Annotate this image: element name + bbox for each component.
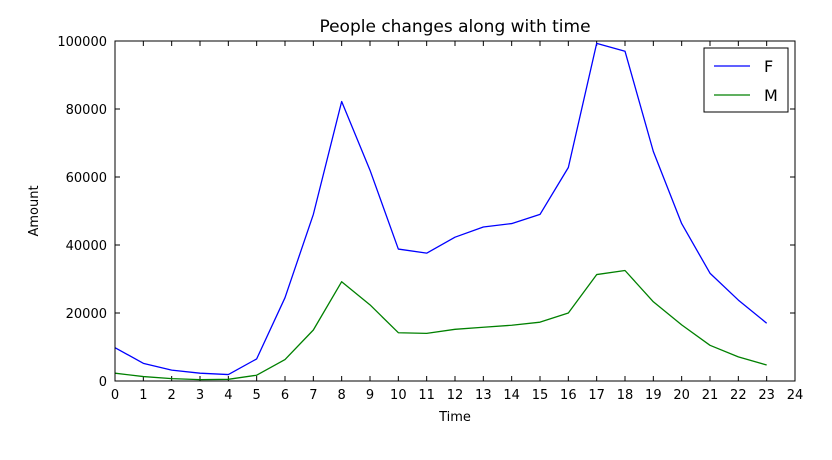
legend-box [703,47,789,113]
plot-area-frame [114,40,796,382]
x-tick-label: 7 [309,388,317,403]
x-tick-label: 19 [645,388,662,403]
series-line-M [114,269,767,381]
x-tick-label: 8 [338,388,346,403]
x-tick-label: 12 [447,388,464,403]
x-tick-label: 10 [390,388,407,403]
y-tick-label: 20000 [66,307,107,322]
x-axis-label: Time [438,410,471,425]
x-tick-label: 11 [418,388,435,403]
x-tick-label: 1 [139,388,147,403]
x-tick-label: 6 [281,388,289,403]
legend-label-F: F [764,57,773,76]
x-tick-label: 22 [730,388,747,403]
x-tick-label: 2 [168,388,176,403]
legend: FM [703,47,789,113]
y-tick-label: 100000 [57,35,107,50]
x-tick-label: 0 [111,388,119,403]
legend-label-M: M [764,86,778,105]
x-tick-label: 13 [475,388,492,403]
y-tick-label: 60000 [66,171,107,186]
x-tick-label: 14 [503,388,520,403]
x-tick-label: 24 [787,388,804,403]
x-tick-label: 3 [196,388,204,403]
chart-title: People changes along with time [319,17,590,37]
axis-ticks: 0 1 2 3 4 5 6 7 8 9 10 11 12 13 14 15 16 17 18 19 20 21 22 23 24… [57,35,803,403]
y-tick-label: 40000 [66,239,107,254]
series-lines [114,42,768,381]
y-tick-label: 0 [99,375,107,390]
y-tick-label: 80000 [66,103,107,118]
series-line-F [114,42,768,376]
x-tick-label: 9 [366,388,374,403]
x-tick-label: 4 [224,388,232,403]
x-tick-label: 16 [560,388,577,403]
x-tick-label: 21 [702,388,719,403]
x-tick-label: 20 [673,388,690,403]
x-tick-label: 23 [758,388,775,403]
y-axis-label: Amount [27,185,42,236]
x-tick-label: 15 [532,388,549,403]
x-tick-label: 5 [253,388,261,403]
x-tick-label: 18 [617,388,634,403]
x-tick-label: 17 [588,388,605,403]
